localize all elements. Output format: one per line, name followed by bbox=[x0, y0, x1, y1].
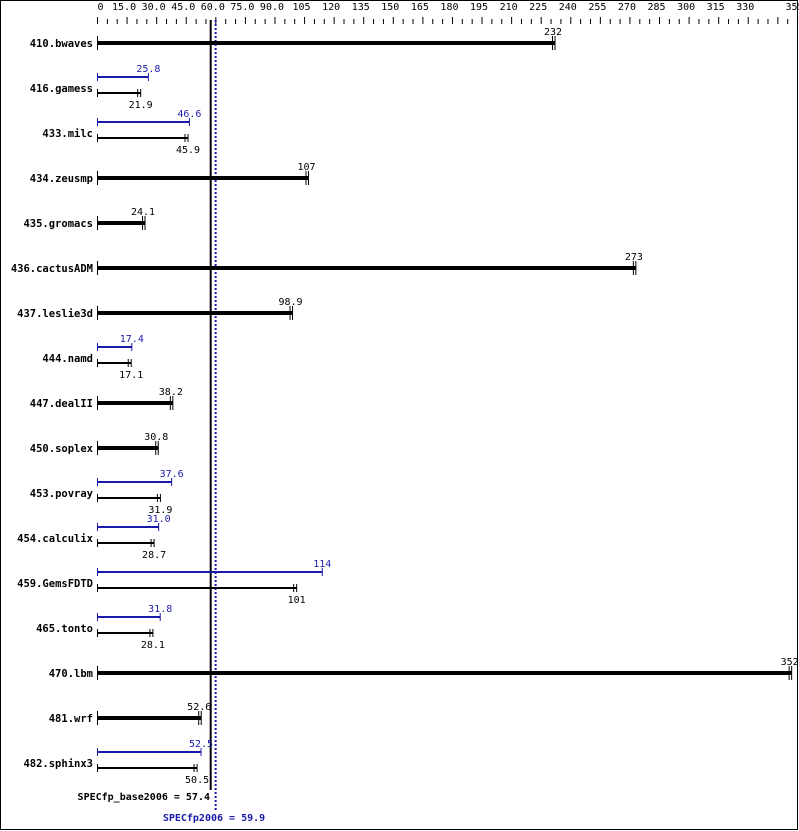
base-bar bbox=[97, 671, 792, 675]
axis-tick-label: 195 bbox=[470, 2, 488, 13]
axis-tick-label: 270 bbox=[618, 2, 636, 13]
peak-value-label: 31.0 bbox=[147, 514, 171, 525]
benchmark-label: 482.sphinx3 bbox=[23, 758, 93, 770]
benchmark-label: 416.gamess bbox=[30, 83, 93, 95]
axis-tick-label: 45.0 bbox=[171, 2, 195, 13]
base-value-label: 50.5 bbox=[185, 775, 209, 786]
base-value-label: 24.1 bbox=[131, 207, 155, 218]
axis-tick-label: 180 bbox=[440, 2, 458, 13]
base-bar bbox=[97, 362, 132, 364]
peak-bar bbox=[97, 76, 149, 78]
peak-value-label: 114 bbox=[313, 559, 331, 570]
base-value-label: 31.9 bbox=[148, 505, 172, 516]
peak-score-label: SPECfp2006 = 59.9 bbox=[163, 813, 265, 824]
base-value-label: 21.9 bbox=[129, 100, 153, 111]
base-bar bbox=[97, 266, 636, 270]
benchmark-label: 437.leslie3d bbox=[17, 308, 93, 320]
base-value-label: 38.2 bbox=[159, 387, 183, 398]
base-value-label: 28.1 bbox=[141, 640, 165, 651]
axis-tick-label: 150 bbox=[381, 2, 399, 13]
base-value-label: 30.8 bbox=[144, 432, 168, 443]
peak-bar bbox=[97, 751, 202, 753]
peak-bar bbox=[97, 346, 132, 348]
benchmark-label: 435.gromacs bbox=[23, 218, 93, 230]
axis-tick-label: 315 bbox=[707, 2, 725, 13]
benchmark-label: 453.povray bbox=[30, 488, 94, 500]
peak-bar bbox=[97, 481, 172, 483]
axis-tick-label: 355 bbox=[786, 2, 799, 13]
benchmark-label: 465.tonto bbox=[36, 623, 93, 635]
base-bar bbox=[97, 542, 155, 544]
base-bar bbox=[97, 587, 297, 589]
axis-tick-label: 0 bbox=[97, 2, 103, 13]
base-value-label: 45.9 bbox=[176, 145, 200, 156]
benchmark-label: 454.calculix bbox=[17, 533, 94, 545]
base-bar bbox=[97, 446, 159, 450]
base-bar bbox=[97, 401, 173, 405]
axis-tick-label: 285 bbox=[647, 2, 665, 13]
benchmark-label: 470.lbm bbox=[49, 668, 93, 680]
peak-bar bbox=[97, 526, 159, 528]
base-bar bbox=[97, 497, 161, 499]
benchmark-label: 447.dealII bbox=[30, 398, 93, 410]
benchmark-label: 434.zeusmp bbox=[30, 173, 93, 185]
benchmark-label: 459.GemsFDTD bbox=[17, 578, 93, 590]
base-value-label: 52.6 bbox=[187, 702, 211, 713]
base-score-label: SPECfp_base2006 = 57.4 bbox=[78, 792, 210, 803]
axis-tick-label: 105 bbox=[293, 2, 311, 13]
peak-bar bbox=[97, 571, 323, 573]
axis-tick-label: 300 bbox=[677, 2, 695, 13]
axis-tick-label: 255 bbox=[588, 2, 606, 13]
peak-value-label: 25.8 bbox=[136, 64, 160, 75]
axis-tick-label: 240 bbox=[559, 2, 577, 13]
benchmark-label: 433.milc bbox=[42, 128, 93, 140]
peak-value-label: 37.6 bbox=[160, 469, 184, 480]
axis-tick-label: 135 bbox=[352, 2, 370, 13]
axis-tick-label: 90.0 bbox=[260, 2, 284, 13]
axis-tick-label: 75.0 bbox=[230, 2, 254, 13]
base-value-label: 101 bbox=[288, 595, 306, 606]
benchmark-label: 410.bwaves bbox=[30, 38, 93, 50]
peak-bar bbox=[97, 616, 161, 618]
axis-tick-label: 120 bbox=[322, 2, 340, 13]
benchmark-label: 444.namd bbox=[42, 353, 93, 365]
base-bar bbox=[97, 716, 202, 720]
benchmark-label: 481.wrf bbox=[49, 713, 93, 725]
peak-value-label: 17.4 bbox=[120, 334, 144, 345]
base-value-label: 17.1 bbox=[119, 370, 143, 381]
axis-tick-label: 15.0 bbox=[112, 2, 136, 13]
base-bar bbox=[97, 311, 293, 315]
base-bar bbox=[97, 632, 153, 634]
peak-value-label: 52.5 bbox=[189, 739, 213, 750]
peak-value-label: 31.8 bbox=[148, 604, 172, 615]
axis-tick-label: 165 bbox=[411, 2, 429, 13]
base-value-label: 28.7 bbox=[142, 550, 166, 561]
axis-tick-label: 30.0 bbox=[142, 2, 166, 13]
base-value-label: 98.9 bbox=[278, 297, 302, 308]
base-value-label: 273 bbox=[625, 252, 643, 263]
base-bar bbox=[97, 221, 146, 225]
axis-tick-label: 210 bbox=[500, 2, 518, 13]
base-bar bbox=[97, 137, 189, 139]
base-value-label: 352 bbox=[781, 657, 799, 668]
peak-bar bbox=[97, 121, 190, 123]
benchmark-label: 436.cactusADM bbox=[11, 263, 93, 275]
base-value-label: 107 bbox=[297, 162, 315, 173]
axis-tick-label: 60.0 bbox=[201, 2, 225, 13]
axis-tick-label: 225 bbox=[529, 2, 547, 13]
base-bar bbox=[97, 767, 198, 769]
benchmark-label: 450.soplex bbox=[30, 443, 94, 455]
base-bar bbox=[97, 41, 556, 45]
base-bar bbox=[97, 92, 141, 94]
peak-value-label: 46.6 bbox=[177, 109, 201, 120]
base-value-label: 232 bbox=[544, 27, 562, 38]
axis-tick-label: 330 bbox=[736, 2, 754, 13]
base-bar bbox=[97, 176, 309, 180]
